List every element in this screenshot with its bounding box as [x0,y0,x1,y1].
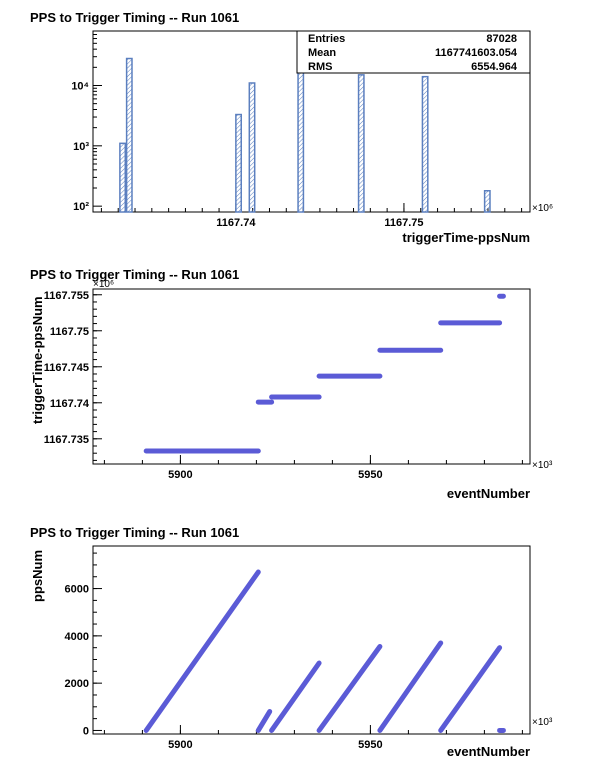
histogram-bin [119,142,127,213]
y-tick-label: 10⁴ [71,80,89,92]
y-tick-label: 0 [83,725,89,737]
x-tick-label: 5950 [358,469,382,481]
scatter2-title: PPS to Trigger Timing -- Run 1061 [30,525,239,540]
scatter2-segment [316,644,383,733]
y-tick-label: 2000 [65,678,89,690]
scatter2-x-axis-label: eventNumber [447,744,530,759]
histogram-panel: PPS to Trigger Timing -- Run 1061 1167.7… [30,10,553,245]
histogram-x-axis-label: triggerTime-ppsNum [402,230,530,245]
stats-mean-label: Mean [308,47,336,59]
histogram-title: PPS to Trigger Timing -- Run 1061 [30,10,239,25]
scatter1-y-multiplier: ×10⁶ [93,279,114,290]
scatter1-y-axis-label: triggerTime-ppsNum [30,296,45,424]
scatter2-y-axis-label: ppsNum [30,550,45,602]
scatter1-frame [92,288,531,465]
scatter-panel-1: PPS to Trigger Timing -- Run 1061 5900 59… [30,267,553,501]
stats-box: Entries 87028 Mean 1167741603.054 RMS 65… [296,30,531,74]
scatter2-segment [269,660,322,733]
y-tick-label: 1167.745 [44,362,89,374]
histogram-bins [119,37,491,213]
scatter2-marks [143,569,506,733]
scatter2-segment [438,645,503,733]
stats-entries-value: 87028 [486,33,517,45]
y-tick-label: 4000 [65,631,89,643]
stats-rms-value: 6554.964 [471,61,518,73]
stats-mean-value: 1167741603.054 [435,47,518,59]
histogram-bin [421,75,429,213]
scatter1-ticks: 5900 5950 1167.735 1167.74 1167.745 1167.75 11… [44,290,523,481]
y-tick-label: 1167.74 [50,398,90,410]
y-tick-label: 1167.755 [44,290,89,302]
scatter1-title: PPS to Trigger Timing -- Run 1061 [30,267,239,282]
x-tick-label: 5900 [168,739,192,751]
scatter2-segment [143,569,261,733]
histogram-bin [235,113,242,213]
scatter1-x-multiplier: ×10³ [532,460,553,471]
histogram-bin [483,190,491,213]
histogram-bin [125,57,133,213]
scatter2-segment [377,640,444,733]
scatter1-x-axis-label: eventNumber [447,486,530,501]
scatter2-segment [255,709,273,733]
y-tick-label: 1167.735 [44,434,89,446]
stats-box-frame [296,30,531,74]
stats-entries-label: Entries [308,33,345,45]
x-tick-label: 1167.75 [384,217,423,229]
histogram-ticks: 1167.74 1167.75 10² 10³ 10⁴ [71,30,523,229]
scatter2-x-multiplier: ×10³ [532,717,553,728]
y-tick-label: 6000 [65,584,89,596]
y-tick-label: 10² [73,201,89,213]
histogram-bin [248,82,256,213]
stats-rms-label: RMS [308,61,332,73]
histogram-bin [357,74,365,213]
histogram-x-multiplier: ×10⁶ [532,203,553,214]
y-tick-label: 10³ [73,141,89,153]
x-tick-label: 5950 [358,739,382,751]
y-tick-label: 1167.75 [50,326,89,338]
x-tick-label: 1167.74 [216,217,256,229]
x-tick-label: 5900 [168,469,192,481]
scatter1-marks [143,293,506,454]
scatter2-ticks: 5900 5950 0 2000 4000 6000 [65,552,523,751]
scatter-panel-2: PPS to Trigger Timing -- Run 1061 5900 59… [30,525,553,759]
scatter2-frame [92,545,531,735]
